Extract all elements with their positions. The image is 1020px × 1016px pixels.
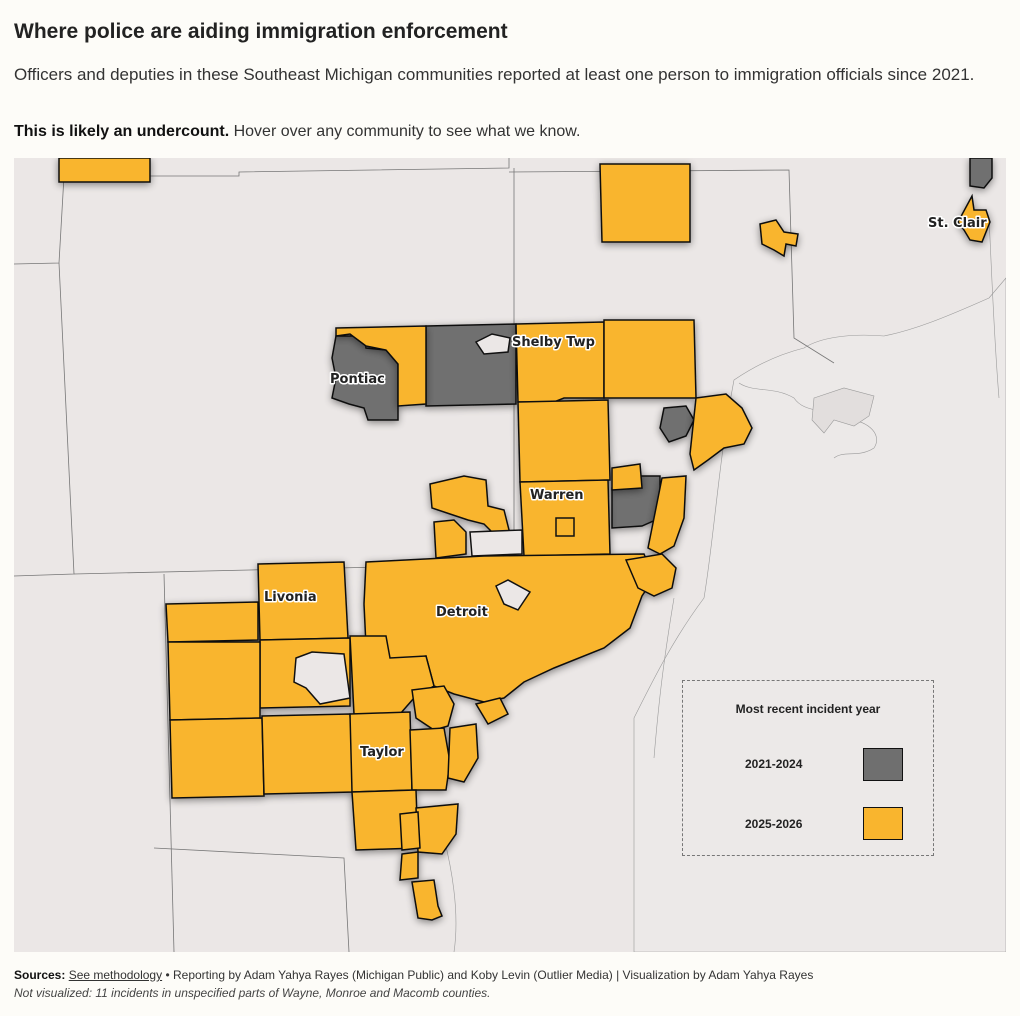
community-east-small xyxy=(611,463,643,491)
community-top-left xyxy=(58,158,151,183)
undercount-note-bold: This is likely an undercount. xyxy=(14,123,230,140)
credits-text: • Reporting by Adam Yahya Rayes (Michiga… xyxy=(162,968,814,982)
community-canton xyxy=(167,641,261,721)
sources-line: Sources: See methodology • Reporting by … xyxy=(14,968,813,982)
community-pontiac xyxy=(331,335,399,421)
community-flat-rock xyxy=(399,851,419,881)
community-harrison-twp xyxy=(689,393,753,472)
community-ferndale xyxy=(433,519,467,559)
st-clair-flats xyxy=(811,387,875,434)
community-plymouth xyxy=(165,601,259,643)
legend-swatch-2025-2026 xyxy=(863,807,903,840)
undercount-note-rest: Hover over any community to see what we … xyxy=(229,123,581,140)
page-title: Where police are aiding immigration enfo… xyxy=(14,20,508,43)
label-shelby-twp: Shelby Twp xyxy=(512,335,595,350)
label-detroit: Detroit xyxy=(436,605,488,620)
label-livonia: Livonia xyxy=(264,590,317,605)
not-visualized-note: Not visualized: 11 incidents in unspecif… xyxy=(14,986,491,1000)
community-trenton xyxy=(415,803,459,855)
community-st-clair xyxy=(957,193,991,243)
sources-label: Sources: xyxy=(14,968,66,982)
community-macomb-twp xyxy=(603,319,697,399)
community-sterling-heights xyxy=(517,399,611,483)
community-southgate xyxy=(474,697,510,725)
community-small-ne xyxy=(759,219,799,258)
page-subtitle: Officers and deputies in these Southeast… xyxy=(14,65,975,84)
community-north-of-pontiac xyxy=(335,325,427,407)
methodology-link[interactable]: See methodology xyxy=(68,968,163,982)
community-romulus xyxy=(261,713,355,795)
legend-title: Most recent incident year xyxy=(735,702,881,716)
legend: Most recent incident year 2021-2024 2025… xyxy=(682,680,934,856)
legend-swatch-2021-2024 xyxy=(863,748,903,781)
undercount-note: This is likely an undercount. Hover over… xyxy=(14,123,580,141)
community-shelby-twp xyxy=(515,321,605,403)
community-grosse-pointe xyxy=(624,553,677,597)
community-macomb-gray xyxy=(659,405,695,443)
community-monroe-north xyxy=(411,879,443,921)
label-warren: Warren xyxy=(530,488,584,503)
legend-label-2021-2024: 2021-2024 xyxy=(745,757,803,771)
river-south xyxy=(443,217,1000,952)
legend-label-2025-2026: 2025-2026 xyxy=(745,817,803,831)
community-van-buren xyxy=(169,717,265,799)
community-st-clair-shores xyxy=(647,475,687,555)
community-grosse-ile xyxy=(399,811,421,851)
community-top-right-gray xyxy=(969,158,993,189)
label-taylor: Taylor xyxy=(360,745,404,760)
community-top-center xyxy=(599,163,691,243)
map-holes xyxy=(293,333,575,705)
community-wyandotte xyxy=(409,727,451,791)
map[interactable]: St. Clair Shelby Twp Pontiac Warren Livo… xyxy=(14,158,1006,952)
label-st-clair: St. Clair xyxy=(928,216,987,231)
community-riverview xyxy=(447,723,479,783)
community-lincoln-park xyxy=(411,685,455,731)
label-pontiac: Pontiac xyxy=(330,372,385,387)
